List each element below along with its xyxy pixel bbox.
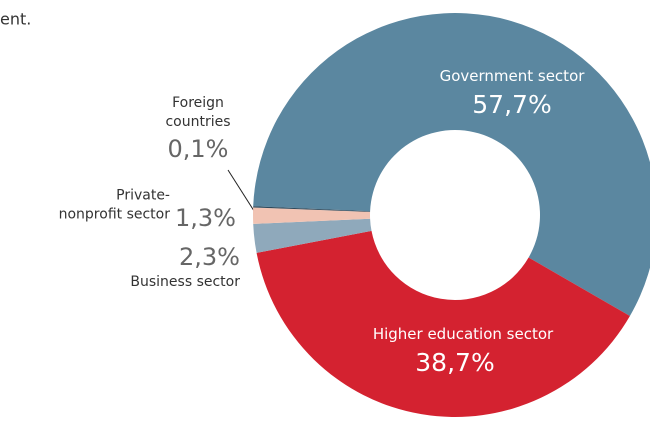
donut-segment — [253, 13, 650, 317]
value-label: 57,7% — [472, 90, 551, 119]
category-label: Government sector — [440, 67, 586, 85]
donut-segment — [256, 230, 630, 417]
donut-segment — [253, 206, 371, 212]
category-label: Higher education sector — [373, 325, 554, 343]
value-label: 1,3% — [175, 204, 236, 232]
value-label: 38,7% — [415, 348, 494, 377]
subtitle: ent. — [0, 10, 31, 29]
donut-segment — [253, 218, 372, 253]
value-label: 2,3% — [179, 243, 240, 271]
value-label: 0,1% — [168, 135, 229, 163]
category-label: Business sector — [130, 274, 240, 290]
category-label: Private-nonprofit sector — [59, 188, 171, 223]
category-label: Foreign countries — [165, 95, 230, 130]
donut-segment — [253, 207, 371, 224]
leader-line — [227, 169, 257, 215]
